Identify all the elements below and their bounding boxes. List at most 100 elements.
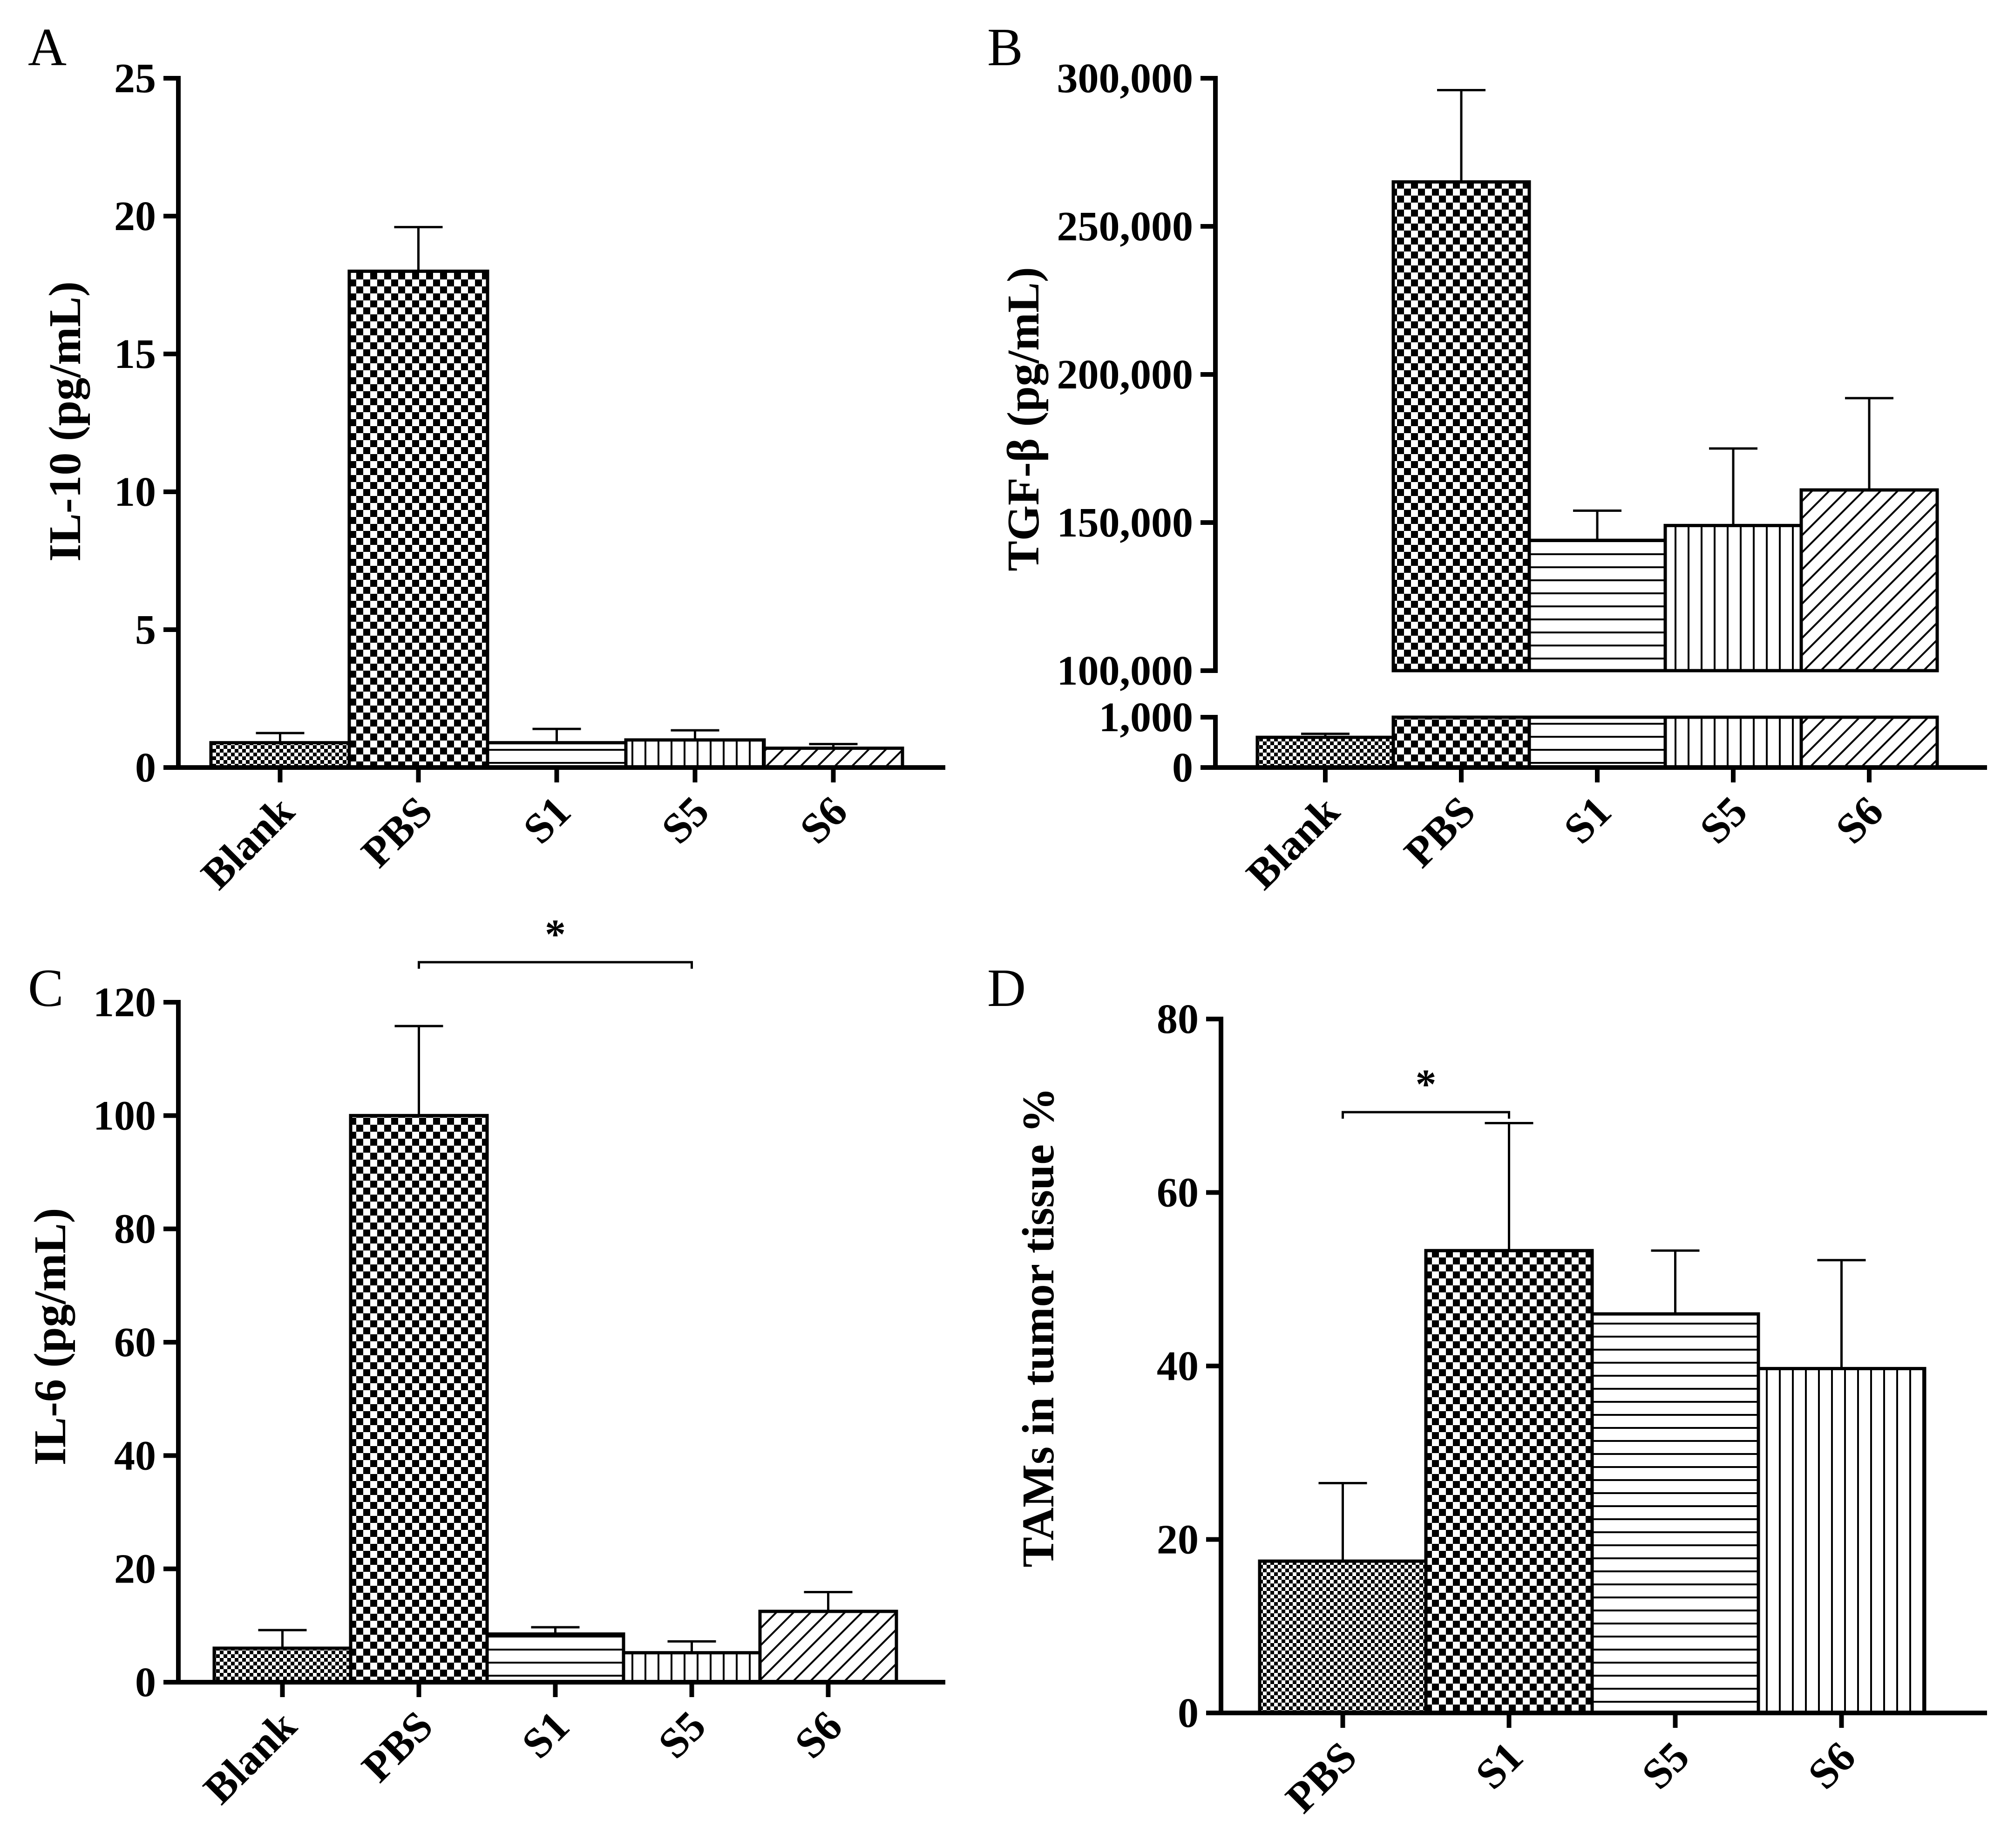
panel-c-bar-s1 xyxy=(485,1632,625,1684)
panel-a-chart: 0 5 10 15 20 25 Blank PBS S1 S5 S6 xyxy=(114,55,945,898)
panel-c-ylabel: IL-6 (pg/mL) xyxy=(25,1208,75,1466)
panel-b-errorbar-pbs xyxy=(1437,88,1485,182)
panel-b-errorbar-s6 xyxy=(1845,397,1893,490)
panel-d-chart: 0 20 40 60 80 PBS S1 S5 S6 * xyxy=(1157,996,1987,1821)
panel-d-ytick-label: 20 xyxy=(1157,1517,1199,1563)
panel-c-errorbar-pbs xyxy=(394,1025,443,1116)
panel-a-ytick-label: 25 xyxy=(114,55,156,102)
panel-c-ytick-label: 40 xyxy=(114,1433,156,1479)
panel-a-ytick-label: 10 xyxy=(114,469,156,515)
panel-b-bar-s5 xyxy=(1663,523,1803,673)
panel-b-ytick-label: 150,000 xyxy=(1057,500,1194,546)
panel-d-errorbar-s1 xyxy=(1485,1122,1533,1251)
panel-c-ytick-label: 120 xyxy=(93,979,156,1026)
panel-letter-a: A xyxy=(28,18,67,77)
panel-c-ytick-label: 100 xyxy=(93,1093,156,1139)
panel-b-bar-pbs xyxy=(1391,180,1531,673)
panel-a-bar-pbs xyxy=(347,269,489,769)
panel-c-errorbar-s6 xyxy=(804,1591,853,1611)
panel-b-ytick-label: 200,000 xyxy=(1057,352,1194,398)
panel-a-errorbar-s1 xyxy=(532,727,581,743)
panel-a-ytick-label: 15 xyxy=(114,331,156,377)
panel-c-errorbar-blank xyxy=(258,1629,307,1648)
panel-c-significance-bracket xyxy=(418,961,693,969)
panel-d-ylabel: TAMs in tumor tissue % xyxy=(1013,1087,1064,1568)
panel-c-xtick-label-s5: S5 xyxy=(649,1702,715,1767)
panel-b-xtick-label-pbs: PBS xyxy=(1395,787,1484,876)
panel-b-ytick-label: 0 xyxy=(1172,745,1193,791)
panel-b-ylabel: TGF-β (pg/mL) xyxy=(998,267,1049,571)
panel-a-ytick-label: 0 xyxy=(135,745,156,791)
panel-d-ytick-label: 80 xyxy=(1157,996,1199,1042)
panel-b-ytick-label: 300,000 xyxy=(1057,55,1194,102)
panel-b-bar-blank xyxy=(1255,735,1395,769)
panel-b-errorbar-blank xyxy=(1301,733,1350,738)
panel-a-xtick-label-s6: S6 xyxy=(791,787,856,853)
panel-a-xtick-label-s1: S1 xyxy=(514,787,580,853)
panel-b-xtick-label-s5: S5 xyxy=(1690,787,1756,853)
panel-b-bar-lower-pbs xyxy=(1391,715,1531,769)
panel-b-ytick-label: 250,000 xyxy=(1057,204,1194,250)
panel-a-errorbar-blank xyxy=(256,732,305,743)
panel-d-errorbar-pbs xyxy=(1318,1481,1367,1562)
panel-b-xtick-label-s6: S6 xyxy=(1826,787,1892,853)
panel-a-errorbar-s6 xyxy=(809,743,858,748)
panel-b-bar-lower-s5 xyxy=(1663,715,1803,769)
panel-d-bar-s5 xyxy=(1590,1312,1760,1715)
panel-c-xtick-label-blank: Blank xyxy=(194,1701,305,1813)
panel-b-bar-lower-s1 xyxy=(1527,715,1667,769)
panel-d-xtick-label-s1: S1 xyxy=(1466,1732,1532,1798)
panel-c-significance-star: * xyxy=(545,911,566,958)
panel-c-xtick-label-s6: S6 xyxy=(786,1702,851,1767)
panel-b-ytick-label: 100,000 xyxy=(1057,648,1194,694)
panel-c-bar-s5 xyxy=(622,1651,762,1684)
panel-b-bar-s6 xyxy=(1799,488,1939,673)
panel-letter-d: D xyxy=(987,958,1026,1018)
panel-b-bar-lower-s6 xyxy=(1799,715,1939,769)
panel-b-xtick-label-s1: S1 xyxy=(1554,787,1620,853)
panel-c-ytick-label: 20 xyxy=(114,1546,156,1592)
panel-c-bar-s6 xyxy=(758,1610,898,1684)
panel-b-errorbar-s5 xyxy=(1709,447,1757,526)
panel-b-ytick-label: 1,000 xyxy=(1099,694,1194,741)
panel-a-errorbar-pbs xyxy=(394,226,443,272)
panel-a-xtick-label-blank: Blank xyxy=(192,787,303,898)
panel-d-errorbar-s5 xyxy=(1651,1249,1700,1314)
panel-letter-b: B xyxy=(987,18,1023,77)
panel-a-bar-s6 xyxy=(762,747,904,769)
panel-b-bar-s1 xyxy=(1527,538,1667,673)
panel-b-xtick-label-blank: Blank xyxy=(1237,787,1349,898)
panel-c-bar-pbs xyxy=(349,1114,489,1684)
panel-d-bar-s1 xyxy=(1424,1249,1594,1715)
panel-d-bar-pbs xyxy=(1258,1559,1428,1715)
panel-c-xtick-label-s1: S1 xyxy=(513,1702,578,1767)
panel-c-ytick-label: 0 xyxy=(135,1659,156,1705)
panel-c-ytick-label: 80 xyxy=(114,1206,156,1252)
panel-a-bar-s1 xyxy=(486,741,628,769)
panel-d-significance-star: * xyxy=(1416,1061,1437,1107)
panel-c-bar-blank xyxy=(212,1646,353,1684)
panel-d-bar-s6 xyxy=(1757,1367,1926,1715)
panel-b-errorbar-s1 xyxy=(1573,510,1621,541)
panel-a-xtick-label-pbs: PBS xyxy=(352,787,441,876)
panel-a-bar-blank xyxy=(209,741,351,769)
panel-c-errorbar-s5 xyxy=(667,1640,716,1653)
panel-a-ylabel: IL-10 (pg/mL) xyxy=(40,281,90,562)
panel-c-xtick-label-pbs: PBS xyxy=(353,1702,441,1791)
panel-c-chart: 0 20 40 60 80 100 120 Blank PBS S1 S5 S6 * xyxy=(93,911,945,1813)
panel-d-ytick-label: 0 xyxy=(1178,1690,1199,1736)
panel-c-ytick-label: 60 xyxy=(114,1319,156,1366)
panel-d-xtick-label-s5: S5 xyxy=(1633,1732,1698,1798)
panel-a-xtick-label-s5: S5 xyxy=(652,787,718,853)
panel-a-ytick-label: 5 xyxy=(135,607,156,653)
panel-letter-c: C xyxy=(28,958,64,1018)
panel-d-errorbar-s6 xyxy=(1817,1259,1866,1369)
panel-a-errorbar-s5 xyxy=(671,729,719,740)
panel-d-xtick-label-pbs: PBS xyxy=(1276,1732,1365,1821)
panel-d-ytick-label: 40 xyxy=(1157,1343,1199,1389)
panel-a-bar-s5 xyxy=(624,738,766,769)
panel-d-xtick-label-s6: S6 xyxy=(1799,1732,1865,1798)
panel-c-errorbar-s1 xyxy=(531,1626,580,1634)
